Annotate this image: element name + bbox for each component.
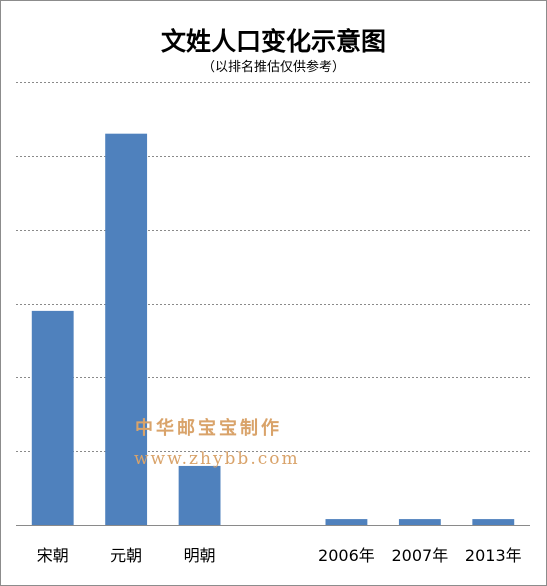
watermark-url: www.zhybb.com: [134, 449, 300, 469]
chart-title: 文姓人口变化示意图: [160, 27, 386, 56]
bar: [325, 519, 368, 525]
bar: [178, 465, 221, 525]
x-tick-label: 宋朝: [37, 546, 69, 565]
bar: [31, 310, 74, 525]
x-tick-label: 2007年: [391, 546, 448, 565]
chart-subtitle: （以排名推估仅供参考）: [201, 60, 345, 75]
bar: [105, 133, 148, 525]
x-tick-label: 明朝: [184, 546, 216, 565]
bar: [472, 519, 515, 525]
watermark-text: 中华邮宝宝制作: [135, 418, 282, 439]
x-tick-label: 2006年: [318, 546, 375, 565]
bar: [398, 519, 441, 525]
x-tick-label: 元朝: [110, 546, 142, 565]
x-tick-label: 2013年: [465, 546, 522, 565]
